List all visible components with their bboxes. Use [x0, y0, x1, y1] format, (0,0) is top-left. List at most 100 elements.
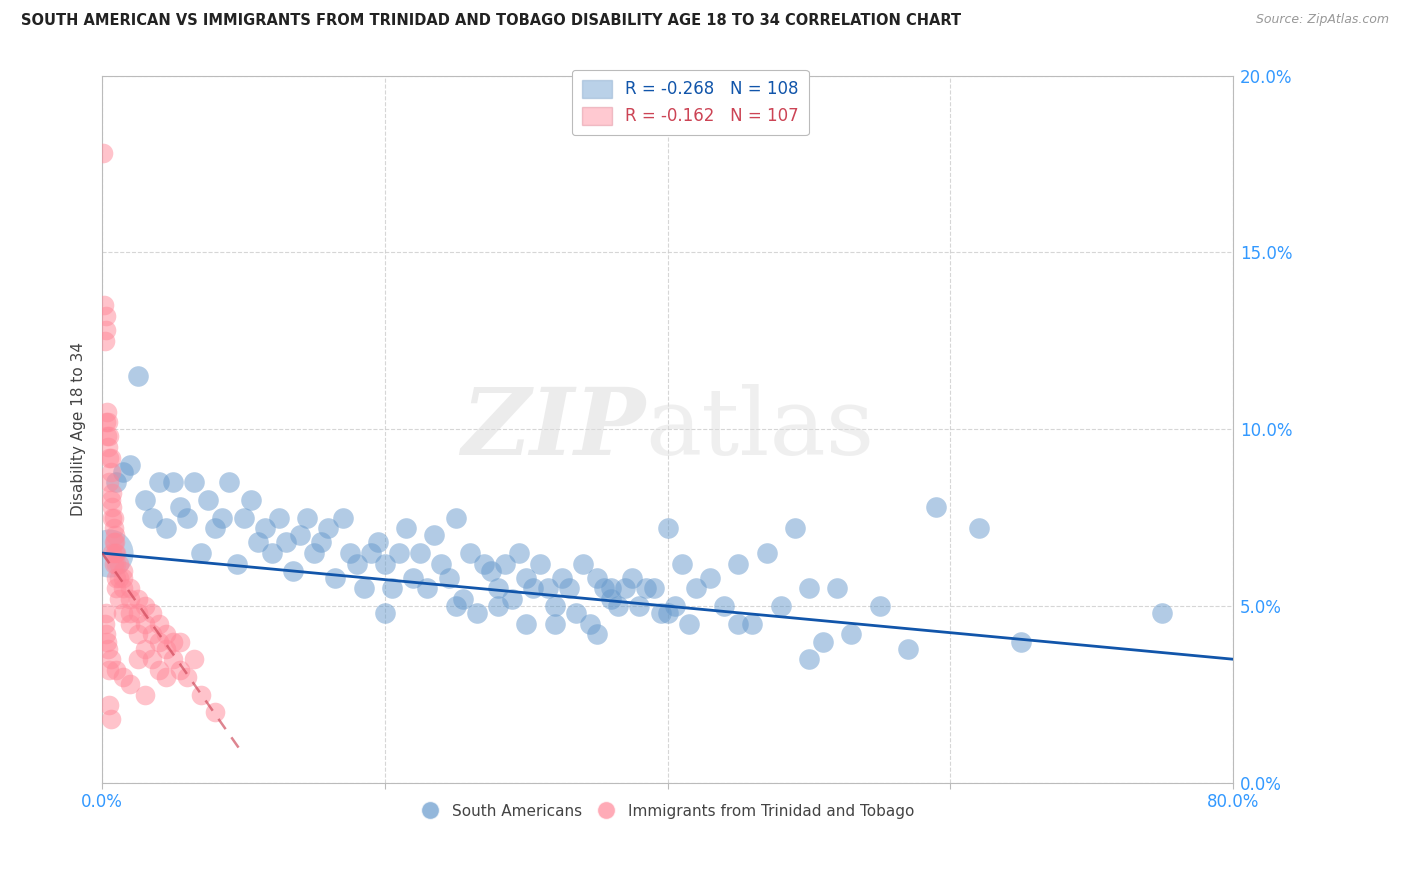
Point [360, 546, 382, 560]
Point [112, 582, 135, 596]
Point [155, 670, 177, 684]
Point [98, 698, 121, 713]
Point [94, 627, 117, 641]
Point [260, 546, 283, 560]
Point [104, 546, 127, 560]
Point [169, 663, 191, 677]
Point [416, 582, 439, 596]
Point [671, 557, 693, 571]
Point [769, 599, 792, 614]
Point [120, 592, 142, 607]
Point [108, 592, 131, 607]
Point [508, 546, 530, 560]
Point [141, 510, 163, 524]
Point [108, 557, 131, 571]
Point [621, 571, 644, 585]
Point [522, 582, 544, 596]
Point [100, 493, 122, 508]
Point [783, 521, 806, 535]
Point [727, 616, 749, 631]
Point [543, 616, 565, 631]
Point [105, 546, 128, 560]
Point [367, 535, 389, 549]
Point [101, 486, 124, 500]
Point [100, 712, 122, 726]
Point [105, 571, 128, 585]
Point [657, 606, 679, 620]
Point [127, 652, 149, 666]
Point [437, 571, 460, 585]
Point [93, 298, 115, 312]
Point [120, 677, 142, 691]
Point [239, 493, 262, 508]
Point [169, 634, 191, 648]
Point [607, 599, 630, 614]
Point [176, 670, 198, 684]
Point [741, 616, 763, 631]
Point [353, 582, 375, 596]
Point [100, 450, 122, 465]
Point [225, 557, 247, 571]
Point [486, 599, 509, 614]
Point [112, 564, 135, 578]
Point [444, 599, 467, 614]
Point [112, 670, 135, 684]
Point [423, 528, 446, 542]
Point [120, 606, 142, 620]
Point [614, 582, 637, 596]
Point [93, 146, 115, 161]
Point [96, 415, 118, 429]
Point [104, 535, 127, 549]
Point [565, 606, 588, 620]
Point [797, 652, 820, 666]
Point [94, 334, 117, 348]
Point [96, 429, 118, 443]
Point [494, 557, 516, 571]
Point [515, 616, 537, 631]
Point [685, 582, 707, 596]
Point [713, 599, 735, 614]
Point [925, 500, 948, 515]
Point [103, 521, 125, 535]
Point [536, 582, 558, 596]
Point [148, 475, 170, 490]
Point [388, 546, 411, 560]
Point [108, 571, 131, 585]
Point [101, 546, 124, 560]
Point [134, 616, 156, 631]
Point [811, 634, 834, 648]
Point [451, 592, 474, 607]
Point [967, 521, 990, 535]
Text: ZIP: ZIP [461, 384, 645, 475]
Point [501, 592, 523, 607]
Point [97, 440, 120, 454]
Point [183, 475, 205, 490]
Point [218, 475, 240, 490]
Point [141, 652, 163, 666]
Point [105, 582, 128, 596]
Point [755, 546, 778, 560]
Point [869, 599, 891, 614]
Y-axis label: Disability Age 18 to 34: Disability Age 18 to 34 [72, 343, 86, 516]
Point [112, 606, 135, 620]
Point [94, 309, 117, 323]
Point [458, 546, 481, 560]
Point [204, 706, 226, 720]
Point [96, 323, 118, 337]
Point [325, 571, 347, 585]
Point [155, 627, 177, 641]
Point [204, 521, 226, 535]
Point [127, 369, 149, 384]
Point [465, 606, 488, 620]
Point [112, 571, 135, 585]
Point [103, 557, 125, 571]
Point [593, 582, 616, 596]
Point [98, 663, 121, 677]
Point [120, 616, 142, 631]
Point [643, 582, 665, 596]
Point [112, 465, 135, 479]
Point [232, 510, 254, 524]
Point [96, 606, 118, 620]
Point [543, 599, 565, 614]
Point [827, 582, 849, 596]
